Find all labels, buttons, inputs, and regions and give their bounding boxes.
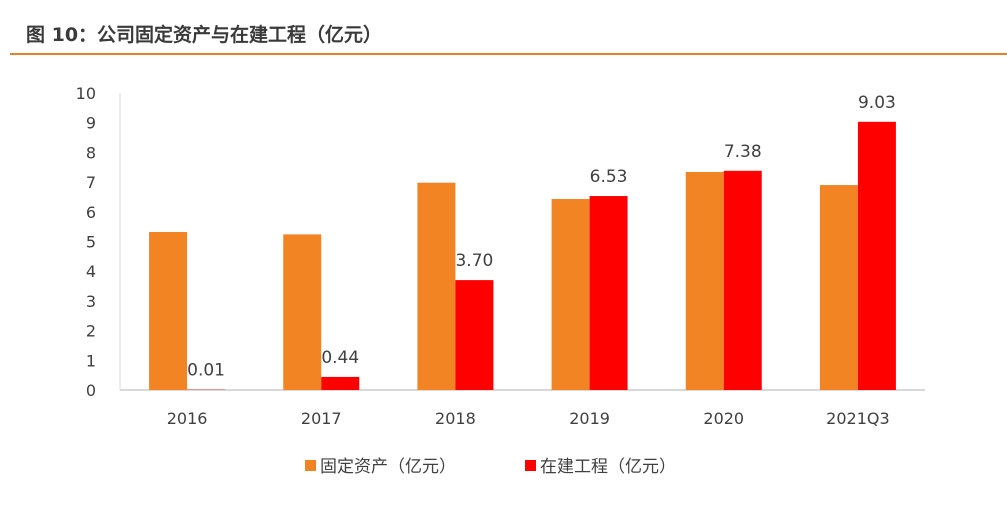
y-tick-label: 6 bbox=[86, 203, 96, 222]
y-tick-label: 1 bbox=[86, 351, 96, 370]
x-tick-label: 2018 bbox=[435, 409, 476, 428]
x-tick-label: 2016 bbox=[167, 409, 208, 428]
data-label: 0.01 bbox=[187, 361, 225, 381]
bar-construction-2017 bbox=[321, 376, 360, 390]
bar-fixed-assets-2017 bbox=[283, 234, 322, 390]
bar-fixed-assets-2019 bbox=[551, 199, 590, 390]
y-tick-label: 9 bbox=[86, 114, 96, 133]
x-tick-label: 2019 bbox=[569, 409, 610, 428]
bar-fixed-assets-2018 bbox=[417, 182, 456, 390]
bar-fixed-assets-2016 bbox=[149, 231, 188, 390]
bar-construction-2018 bbox=[455, 280, 494, 390]
y-tick-label: 3 bbox=[86, 292, 96, 311]
x-tick-label: 2017 bbox=[301, 409, 342, 428]
x-tick-label: 2021Q3 bbox=[826, 409, 890, 428]
legend-label: 固定资产（亿元） bbox=[320, 457, 456, 477]
y-tick-label: 0 bbox=[86, 381, 96, 400]
data-label: 3.70 bbox=[455, 251, 493, 271]
legend-swatch bbox=[305, 460, 316, 471]
bar-construction-2020 bbox=[723, 170, 762, 390]
data-label: 6.53 bbox=[590, 167, 628, 187]
data-label: 0.44 bbox=[321, 348, 359, 368]
x-tick-label: 2020 bbox=[703, 409, 744, 428]
y-tick-label: 4 bbox=[86, 262, 96, 281]
figure-title: 图 10：公司固定资产与在建工程（亿元） bbox=[26, 24, 383, 46]
legend-swatch bbox=[525, 460, 536, 471]
bar-construction-2019 bbox=[589, 196, 628, 390]
bar-fixed-assets-2020 bbox=[685, 172, 724, 390]
y-tick-label: 10 bbox=[76, 84, 96, 103]
y-tick-label: 5 bbox=[86, 233, 96, 252]
legend-label: 在建工程（亿元） bbox=[540, 457, 676, 477]
y-tick-label: 7 bbox=[86, 173, 96, 192]
data-label: 9.03 bbox=[858, 93, 896, 113]
data-label: 7.38 bbox=[724, 142, 762, 162]
y-tick-label: 8 bbox=[86, 143, 96, 162]
bar-construction-2021Q3 bbox=[857, 121, 896, 391]
bar-fixed-assets-2021Q3 bbox=[819, 185, 858, 390]
title-divider bbox=[10, 53, 1007, 55]
y-tick-label: 2 bbox=[86, 322, 96, 341]
